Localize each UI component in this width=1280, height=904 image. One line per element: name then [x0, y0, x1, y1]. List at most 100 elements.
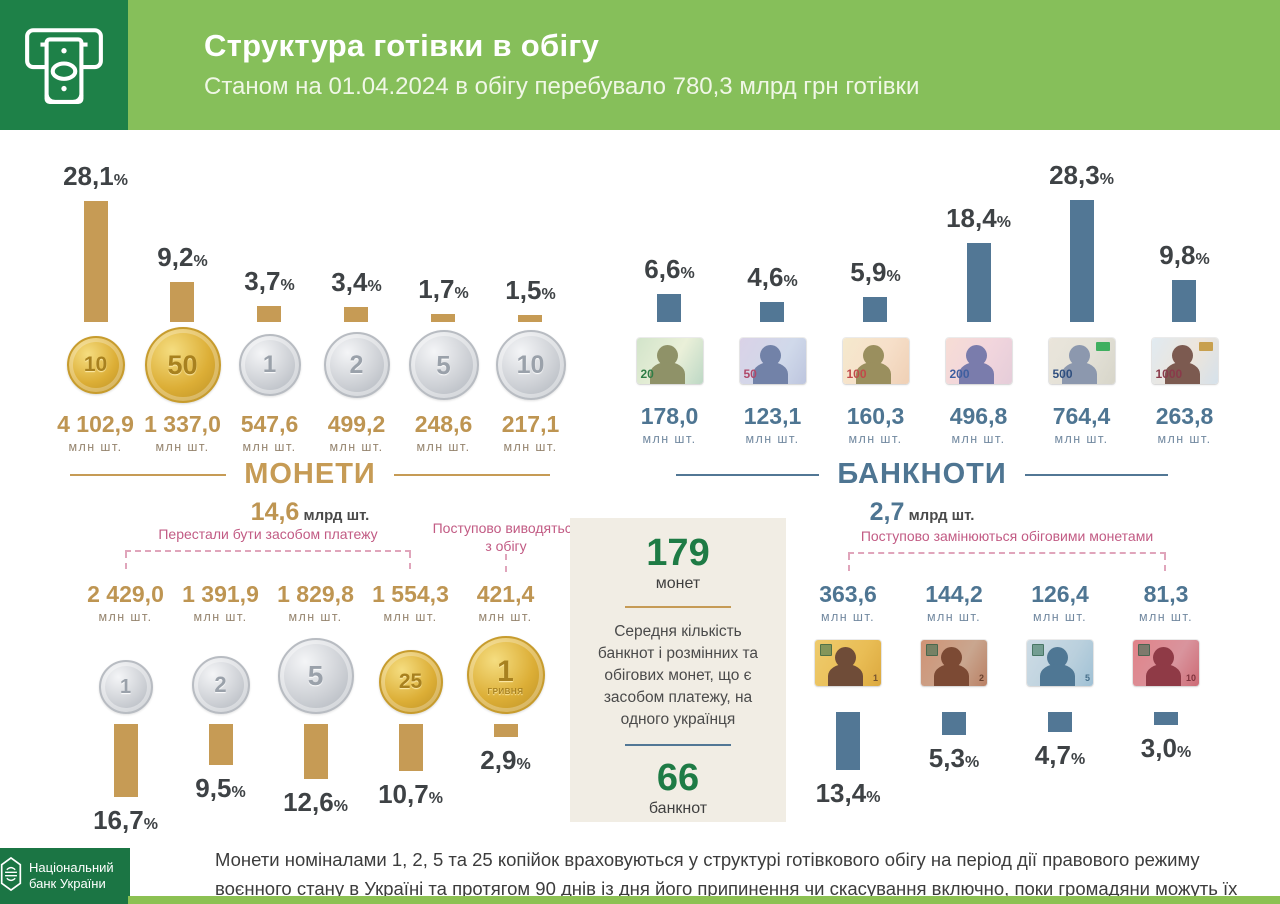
coins-column: 28,1% 10 4 102,9 млн шт. [52, 146, 139, 454]
percent-label: 18,4% [946, 203, 1011, 233]
count-label: 2 429,0 млн шт. [87, 581, 164, 625]
bar [113, 724, 138, 798]
percent-label: 16,7% [93, 805, 158, 836]
banknotes-total: 2,7 млрд шт. [869, 498, 975, 526]
percent-label: 28,3% [1049, 160, 1114, 190]
old-banknote-2: 2 [921, 640, 987, 687]
coins-column: 1,7% 5 248,6 млн шт. [400, 146, 487, 454]
bar [170, 282, 195, 322]
count-label: 1 391,9 млн шт. [182, 581, 259, 625]
bar [657, 294, 682, 322]
count-label: 764,4 млн шт. [1052, 403, 1111, 447]
bar [208, 724, 233, 766]
percent-label: 4,6% [747, 262, 798, 292]
percent-label: 1,5% [505, 275, 556, 305]
old-banknote-5: 5 [1027, 640, 1093, 687]
banknote-column: 28,3% 500 764,4 млн шт. [1030, 146, 1133, 446]
coins-bar-chart: 28,1% 10 4 102,9 млн шт. 9,2% 50 1 337,0 м… [52, 146, 574, 454]
coins-per-capita: 179 [646, 532, 710, 574]
bar [1172, 280, 1197, 322]
replaced-by-coins-bracket [848, 552, 1166, 571]
banknotes-bar-chart: 6,6% 20 178,0 млн шт. 4,6% 50 123,1 млн шт… [618, 146, 1236, 446]
count-label: 421,4 млн шт. [476, 581, 535, 625]
count-label: 547,6 млн шт. [240, 411, 299, 455]
banknote-column: 6,6% 20 178,0 млн шт. [618, 146, 721, 446]
nbu-badge: Національний банк України [0, 848, 130, 904]
banknotes-section-label: БАНКНОТИ [837, 458, 1007, 490]
percent-label: 1,7% [418, 274, 469, 304]
header-logo-square [0, 0, 128, 130]
count-label: 4 102,9 млн шт. [57, 411, 134, 455]
coins-column: 9,2% 50 1 337,0 млн шт. [139, 146, 226, 454]
replaced-by-coins-label: Поступово замінюються обіговими монетами [860, 528, 1154, 544]
percent-label: 3,4% [331, 267, 382, 297]
count-label: 1 337,0 млн шт. [144, 411, 221, 455]
count-label: 363,6 млн шт. [819, 581, 877, 625]
footnote: Монети номіналами 1, 2, 5 та 25 копійок … [215, 849, 1238, 899]
percent-label: 6,6% [644, 254, 695, 284]
bar [966, 243, 991, 322]
old-coin-column: 2 429,0 млн шт. 1 16,7% [78, 578, 173, 836]
coin-10-hrn: 10 [495, 330, 566, 400]
atm-cash-icon [23, 20, 105, 111]
bar [303, 724, 328, 780]
coin-1-hrn: 1 [238, 334, 301, 396]
bar [344, 307, 369, 322]
count-label: 81,3 млн шт. [1139, 581, 1193, 625]
percent-label: 10,7% [378, 779, 443, 810]
bar [493, 724, 518, 738]
footer: Національний банк України Монети номінал… [0, 838, 1280, 904]
count-label: 496,8 млн шт. [949, 403, 1008, 447]
page-title: Структура готівки в обігу [204, 28, 600, 63]
percent-label: 2,9% [480, 745, 531, 776]
old-banknote-10: 10 [1133, 640, 1199, 687]
banknotes-section-title: БАНКНОТИ 2,7 млрд шт. [676, 458, 1169, 527]
bar [1154, 712, 1178, 726]
count-label: 1 829,8 млн шт. [277, 581, 354, 625]
divider [625, 605, 731, 608]
coin-5-hrn: 5 [408, 330, 479, 400]
banknote-500: 500 [1048, 338, 1115, 384]
divider [625, 743, 731, 746]
percent-label: 13,4% [815, 778, 881, 809]
count-label: 499,2 млн шт. [327, 411, 386, 455]
banknote-column: 18,4% 200 496,8 млн шт. [927, 146, 1030, 446]
percent-label: 28,1% [63, 161, 128, 191]
phaseout-label: Поступово виводяться з обігу [432, 520, 580, 554]
count-label: 1 554,3 млн шт. [372, 581, 449, 625]
header: Структура готівки в обігу Станом на 01.0… [0, 0, 1280, 130]
coins-column: 1,5% 10 217,1 млн шт. [487, 146, 574, 454]
coin-1-hryvnia: 1 гривня [466, 636, 545, 715]
nbu-logo [0, 856, 22, 897]
count-label: 144,2 млн шт. [925, 581, 983, 625]
percent-label: 9,5% [195, 773, 246, 804]
count-label: 217,1 млн шт. [501, 411, 560, 455]
banknote-100: 100 [842, 338, 909, 384]
coins-section-label: МОНЕТИ [244, 458, 376, 490]
per-capita-info-box: 179 монет Середня кількість банкнот і ро… [570, 518, 786, 822]
bank-name: Національний банк України [29, 860, 114, 891]
old-banknotes-group: Поступово замінюються обіговими монетами… [795, 520, 1219, 809]
old-banknote-column: 81,3 млн шт. 10 3,0% [1113, 578, 1219, 809]
count-label: 178,0 млн шт. [640, 403, 699, 447]
banknote-column: 4,6% 50 123,1 млн шт. [721, 146, 824, 446]
percent-label: 12,6% [283, 787, 348, 818]
coin-5-kop: 5 [277, 638, 354, 715]
bar [431, 314, 456, 322]
banknote-50: 50 [739, 338, 806, 384]
count-label: 160,3 млн шт. [846, 403, 905, 447]
percent-label: 9,8% [1159, 240, 1210, 270]
old-banknote-1: 1 [815, 640, 881, 687]
old-banknote-column: 144,2 млн шт. 2 5,3% [901, 578, 1007, 809]
bar [942, 712, 966, 736]
footer-strip [128, 896, 1280, 904]
coin-50-kop: 50 [144, 327, 221, 403]
coin-10-kop: 10 [66, 336, 125, 394]
banknote-1000: 1000 [1151, 338, 1218, 384]
coins-per-capita-caption: монет [655, 574, 701, 592]
coins-column: 3,7% 1 547,6 млн шт. [226, 146, 313, 454]
coin-1-kop: 1 [98, 660, 153, 715]
banknote-column: 9,8% 1000 263,8 млн шт. [1133, 146, 1236, 446]
page-subtitle: Станом на 01.04.2024 в обігу перебувало … [204, 73, 920, 100]
coin-2-kop: 2 [191, 656, 250, 715]
